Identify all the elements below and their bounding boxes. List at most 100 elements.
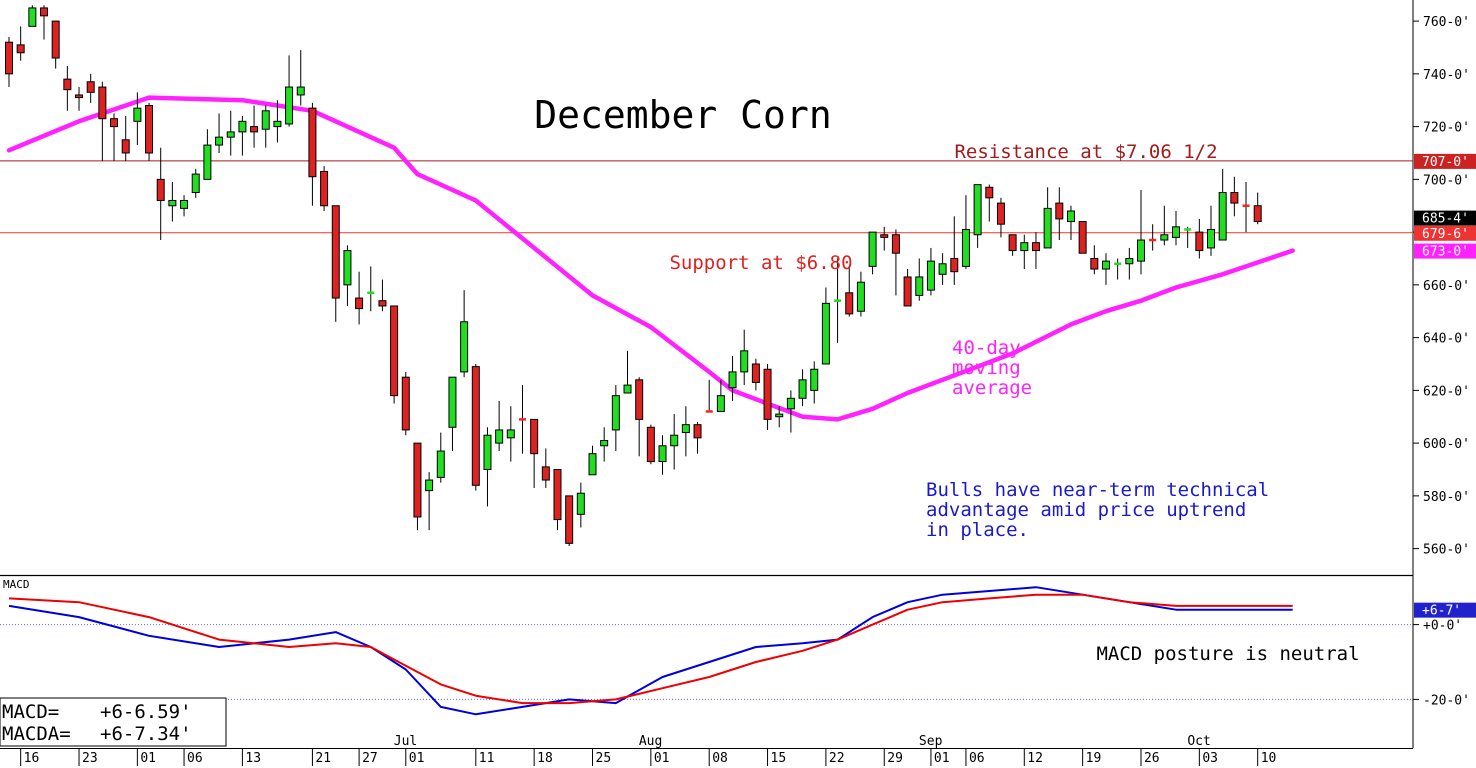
candle-body: [1031, 242, 1040, 252]
candle-body: [425, 479, 434, 492]
macd-tag-label: +6-7': [1422, 604, 1461, 619]
candle-body: [926, 260, 935, 291]
candle-body: [261, 110, 270, 130]
x-day-label: 29: [887, 751, 903, 766]
ma-label-line-2: moving: [952, 357, 1021, 379]
candle-body: [903, 276, 912, 307]
candle-body: [868, 231, 877, 267]
candle-body: [121, 139, 130, 154]
candle-body: [856, 281, 865, 312]
price-tag-label: 673-0': [1422, 245, 1469, 260]
candle-body: [600, 439, 609, 447]
candle-body: [798, 379, 807, 399]
candle-body: [296, 86, 305, 96]
candle-body: [530, 418, 539, 455]
candle-body: [1090, 257, 1099, 270]
y-tick-label: 620-0': [1423, 384, 1470, 399]
x-day-label: 01: [654, 751, 670, 766]
candle-body: [670, 434, 679, 447]
candle-body: [1066, 210, 1075, 223]
candle-body: [961, 228, 970, 267]
price-tag-label: 685-4': [1422, 212, 1469, 227]
candle-body: [1136, 239, 1145, 262]
x-day-label: 01: [140, 751, 156, 766]
x-day-label: 06: [187, 751, 203, 766]
candle-body: [401, 376, 410, 431]
candle-body: [681, 424, 690, 434]
x-day-label: 11: [479, 751, 495, 766]
candle-body: [576, 492, 585, 515]
candle-body: [331, 205, 340, 299]
candle-body: [646, 426, 655, 463]
macda-line: [8, 593, 1293, 705]
candle-body: [810, 368, 819, 391]
candle-body: [950, 257, 959, 273]
candle-body: [845, 292, 854, 315]
price-tag: [1414, 153, 1476, 169]
candle-body: [203, 144, 212, 180]
candle-body: [1195, 231, 1204, 252]
x-day-label: 19: [1086, 751, 1102, 766]
y-tick-label: 580-0': [1423, 490, 1470, 505]
candle-body: [191, 173, 200, 194]
y-tick-label: 560-0': [1423, 543, 1470, 558]
candle-body: [1230, 192, 1239, 204]
chart-title: December Corn: [534, 93, 831, 137]
y-tick-label: 760-0': [1423, 15, 1470, 30]
candle-body: [285, 86, 294, 125]
candle-body: [786, 397, 795, 410]
price-tag-label: 707-0': [1422, 155, 1469, 170]
candle-body: [716, 395, 725, 412]
candle-body: [460, 321, 469, 373]
x-day-label: 15: [771, 751, 787, 766]
x-day-label: 03: [1202, 751, 1218, 766]
candle-body: [553, 468, 562, 521]
candle-body: [215, 136, 224, 146]
x-day-label: 12: [1027, 751, 1043, 766]
candle-body: [1218, 192, 1227, 241]
candle-body: [751, 363, 760, 383]
price-tag-label: 679-6': [1422, 227, 1469, 242]
candle-body: [891, 234, 900, 254]
x-day-label: 01: [409, 751, 425, 766]
candle-body: [658, 445, 667, 463]
candle-body: [308, 107, 317, 178]
x-day-label: 21: [315, 751, 331, 766]
candle-body: [1125, 257, 1134, 265]
candle-body: [1078, 221, 1087, 254]
candle-body: [145, 105, 154, 154]
candle-body: [973, 184, 982, 236]
x-day-label: 13: [245, 751, 261, 766]
candle-body: [938, 263, 947, 275]
note-line-2: advantage amid price uptrend: [926, 499, 1246, 521]
macd-readout-box: [0, 697, 227, 747]
macd-tag: [1414, 602, 1476, 618]
candle-body: [180, 199, 189, 209]
candle-body: [1055, 202, 1064, 220]
candle-body: [390, 305, 399, 397]
candle-body: [355, 297, 364, 310]
price-tag: [1414, 210, 1476, 226]
candle-body: [5, 41, 13, 75]
candle-body: [250, 126, 259, 133]
x-day-label: 10: [1261, 751, 1277, 766]
candle-body: [133, 107, 142, 122]
macd-panel-label: MACD: [3, 578, 30, 591]
macda-readout-value: +6-7.34': [100, 723, 192, 745]
y-tick-label: 740-0': [1423, 68, 1470, 83]
x-day-label: 22: [829, 751, 845, 766]
candle-body: [168, 199, 177, 207]
candle-body: [1253, 205, 1262, 223]
candle-body: [565, 495, 574, 544]
candle-body: [378, 300, 387, 307]
candle-body: [740, 350, 749, 373]
candle-body: [75, 94, 84, 99]
macd-tick-label: +0-0': [1423, 619, 1462, 634]
candle-body: [506, 429, 515, 439]
candle-body: [51, 20, 60, 59]
ma-label-line-3: average: [952, 377, 1032, 399]
macda-readout-label: MACDA=: [2, 723, 71, 745]
candle-body: [16, 44, 25, 54]
y-tick-label: 700-0': [1423, 173, 1470, 188]
